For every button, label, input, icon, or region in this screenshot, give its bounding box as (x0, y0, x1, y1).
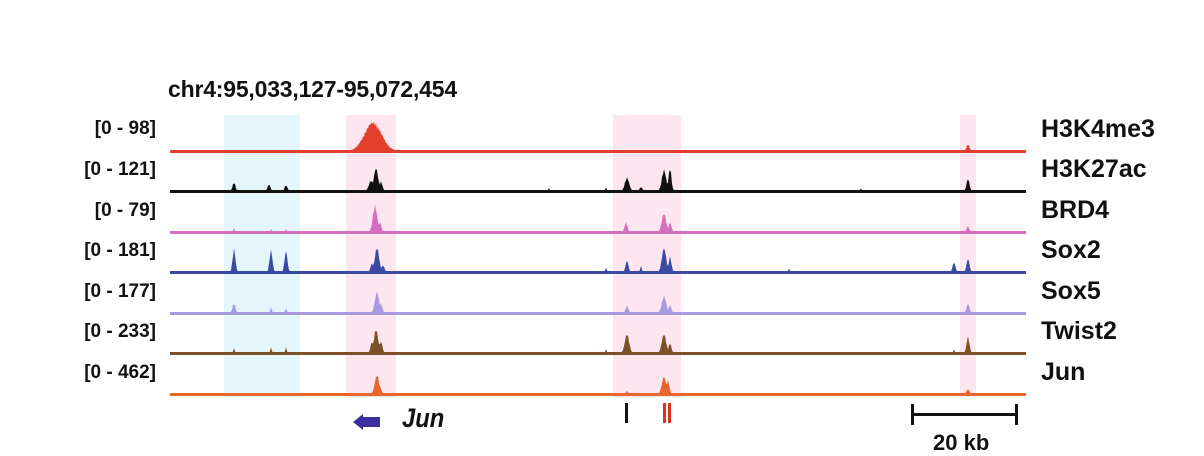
track-range-h3k4me3: [0 - 98] (94, 118, 156, 139)
scale-bar (912, 413, 1017, 416)
track-name-h3k27ac: H3K27ac (1041, 155, 1147, 183)
enhancer-mark (663, 403, 666, 423)
track-name-jun: Jun (1041, 358, 1086, 386)
track-range-sox2: [0 - 181] (84, 240, 156, 261)
gene-model-jun (353, 414, 380, 430)
highlight-region-distal (960, 115, 976, 397)
enhancer-mark (625, 403, 628, 423)
track-range-h3k27ac: [0 - 121] (84, 159, 156, 180)
track-range-sox5: [0 - 177] (84, 281, 156, 302)
track-signal-h3k4me3 (170, 121, 1026, 151)
track-baseline-twist2 (170, 352, 1026, 355)
track-range-twist2: [0 - 233] (84, 321, 156, 342)
track-range-brd4: [0 - 79] (94, 200, 156, 221)
track-baseline-h3k4me3 (170, 150, 1026, 153)
highlight-region-blue (224, 115, 300, 397)
track-baseline-sox5 (170, 312, 1026, 315)
track-baseline-brd4 (170, 231, 1026, 234)
track-baseline-sox2 (170, 271, 1026, 274)
scale-bar-tick (911, 404, 914, 425)
scale-bar-tick (1015, 404, 1018, 425)
track-name-sox5: Sox5 (1041, 277, 1101, 305)
locus-coordinates: chr4:95,033,127-95,072,454 (168, 76, 457, 102)
track-range-jun: [0 - 462] (84, 362, 156, 383)
track-baseline-h3k27ac (170, 190, 1026, 193)
track-name-brd4: BRD4 (1041, 196, 1110, 224)
track-name-h3k4me3: H3K4me3 (1041, 115, 1155, 143)
scale-bar-label: 20 kb (933, 430, 990, 455)
enhancer-mark (668, 403, 671, 423)
track-name-sox2: Sox2 (1041, 236, 1101, 264)
track-name-twist2: Twist2 (1041, 317, 1117, 345)
gene-label: Jun (402, 403, 445, 433)
track-baseline-jun (170, 393, 1026, 396)
